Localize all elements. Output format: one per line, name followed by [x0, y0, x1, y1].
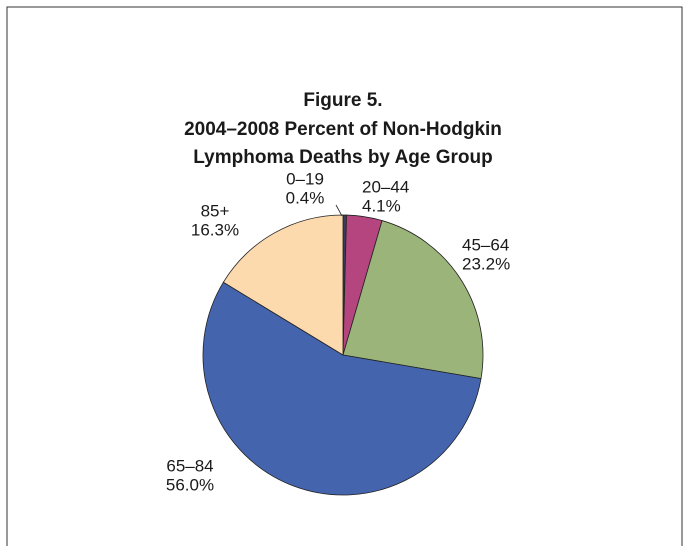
slice-label: 45–64 [462, 235, 509, 254]
slice-value-label: 23.2% [462, 254, 510, 273]
leader-line [335, 204, 343, 217]
pie-slice [342, 220, 484, 380]
slice-value-label: 0.4% [286, 188, 325, 207]
slice-label: 85+ [201, 201, 230, 220]
slice-value-label: 16.3% [191, 220, 239, 239]
pie-slice [222, 214, 344, 356]
slice-value-label: 4.1% [362, 196, 401, 215]
slice-label: 20–44 [362, 177, 409, 196]
chart-title: Lymphoma Deaths by Age Group [193, 147, 492, 168]
slice-label: 65–84 [166, 456, 213, 475]
chart-title: 2004–2008 Percent of Non-Hodgkin [184, 119, 502, 140]
frame [6, 6, 683, 546]
chart-title: Figure 5. [303, 90, 382, 111]
pie-slice [202, 281, 482, 496]
slice-value-label: 56.0% [166, 475, 214, 494]
slice-label: 0–19 [286, 169, 324, 188]
